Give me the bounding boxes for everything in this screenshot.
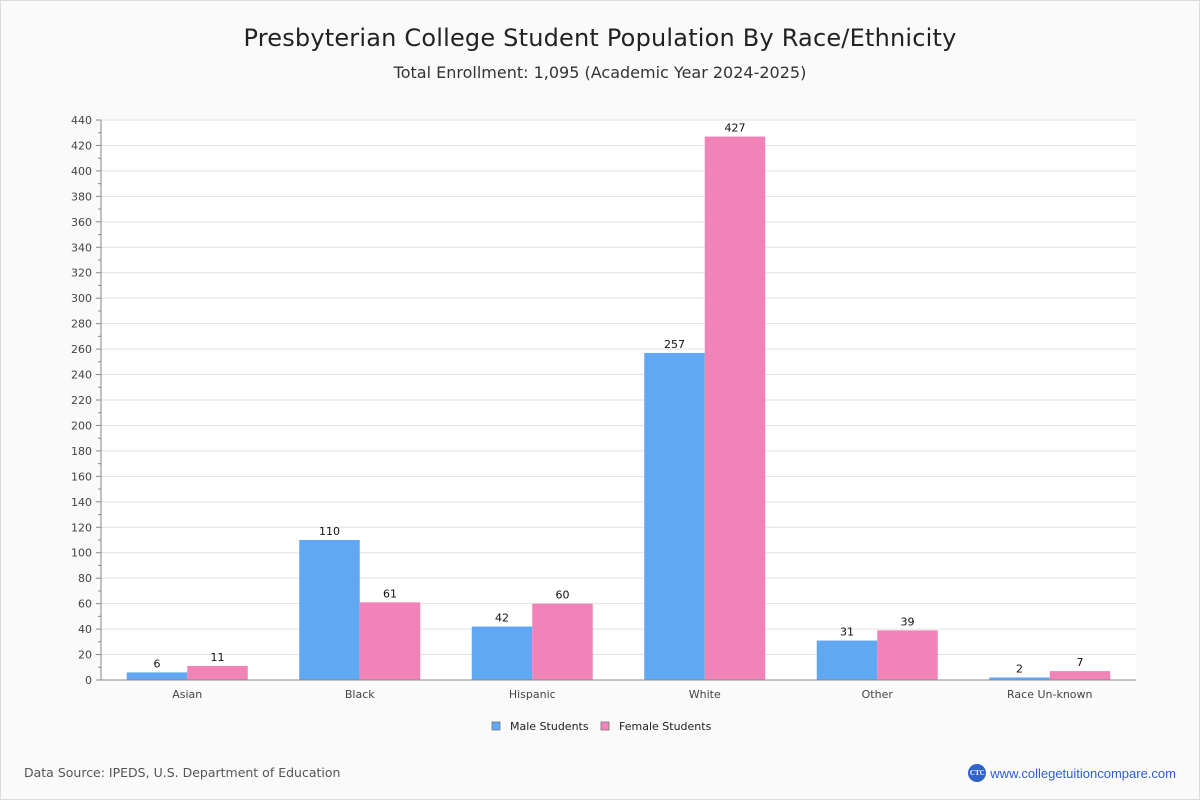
y-tick-label: 280	[71, 318, 92, 331]
data-label: 2	[1016, 662, 1023, 675]
data-label: 110	[319, 525, 340, 538]
chart-title: Presbyterian College Student Population …	[243, 24, 957, 52]
bars	[126, 136, 1111, 680]
x-tick-label: Hispanic	[509, 688, 556, 701]
bar-female-students	[359, 602, 421, 680]
x-tick-label: White	[689, 688, 721, 701]
website-link[interactable]: CTC www.collegetuitioncompare.com	[968, 764, 1176, 782]
grid-lines	[101, 119, 1136, 656]
legend-label: Female Students	[619, 720, 712, 733]
data-label: 61	[383, 587, 397, 600]
x-axis: Asian Black Hispanic White Other Race Un-know…	[101, 679, 1136, 701]
bar-female-students	[1049, 671, 1111, 680]
y-tick-label: 360	[71, 216, 92, 229]
y-tick-label: 300	[71, 292, 92, 305]
y-tick-label: 320	[71, 267, 92, 280]
x-tick-label: Race Un-known	[1007, 688, 1093, 701]
legend-label: Male Students	[510, 720, 589, 733]
data-label: 427	[725, 122, 746, 135]
bar-female-students	[877, 630, 938, 680]
y-tick-label: 200	[71, 419, 92, 432]
data-label: 42	[495, 612, 509, 625]
y-tick-label: 80	[78, 572, 92, 585]
legend: Male Students Female Students	[491, 720, 712, 733]
chart-subtitle: Total Enrollment: 1,095 (Academic Year 2…	[393, 63, 807, 82]
y-tick-label: 380	[71, 190, 92, 203]
bar-male-students	[989, 677, 1050, 680]
x-tick-label: Other	[862, 688, 894, 701]
y-tick-label: 20	[78, 649, 92, 662]
y-axis: 0 20 40 60 80 100 120 140 160 180 200 220 240 260 280 3…	[71, 114, 102, 687]
y-tick-label: 120	[71, 521, 92, 534]
y-tick-label: 40	[78, 623, 92, 636]
y-tick-label: 60	[78, 598, 92, 611]
bar-male-students	[644, 352, 705, 680]
x-tick-label: Asian	[172, 688, 202, 701]
y-tick-label: 100	[71, 547, 92, 560]
data-labels: 6 11 110 61 42 60 257 427 31 39 2 7	[154, 122, 1084, 676]
y-tick-label: 420	[71, 139, 92, 152]
legend-swatch	[600, 721, 610, 731]
y-tick-label: 340	[71, 241, 92, 254]
data-label: 39	[901, 615, 915, 628]
bar-male-students	[816, 640, 878, 680]
data-source: Data Source: IPEDS, U.S. Department of E…	[24, 765, 341, 780]
x-tick-label: Black	[345, 688, 375, 701]
ctc-logo-icon: CTC	[968, 764, 987, 782]
data-label: 11	[211, 651, 225, 664]
bar-male-students	[471, 626, 533, 680]
data-label: 31	[840, 626, 854, 639]
y-tick-label: 160	[71, 470, 92, 483]
bar-female-students	[532, 603, 593, 680]
y-tick-label: 220	[71, 394, 92, 407]
website-url[interactable]: www.collegetuitioncompare.com	[990, 765, 1176, 781]
y-tick-label: 180	[71, 445, 92, 458]
y-tick-label: 400	[71, 165, 92, 178]
y-tick-label: 260	[71, 343, 92, 356]
bar-male-students	[299, 540, 360, 680]
bar-female-students	[187, 666, 248, 680]
data-label: 6	[154, 657, 161, 670]
data-label: 7	[1077, 656, 1084, 669]
y-tick-label: 440	[71, 114, 92, 127]
bar-female-students	[704, 136, 766, 680]
y-tick-label: 240	[71, 369, 92, 382]
bar-male-students	[126, 672, 188, 680]
y-tick-label: 0	[85, 674, 92, 687]
legend-swatch	[491, 721, 501, 731]
data-label: 60	[556, 589, 570, 602]
data-label: 257	[664, 338, 685, 351]
y-tick-label: 140	[71, 496, 92, 509]
